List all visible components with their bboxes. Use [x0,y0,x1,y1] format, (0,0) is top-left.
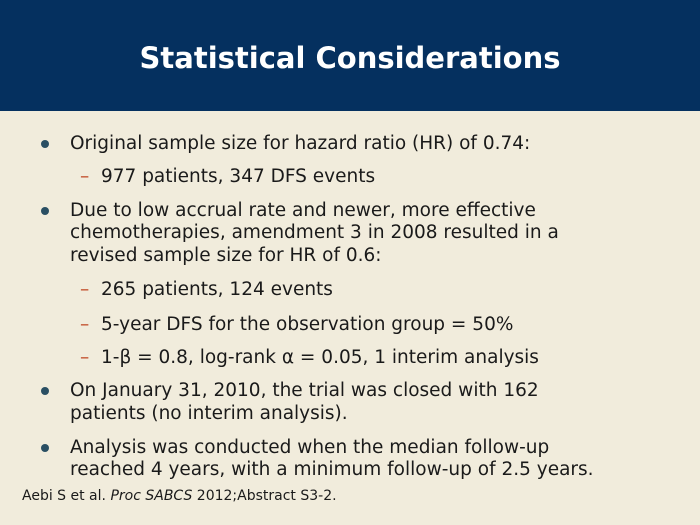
bullet-dot [41,140,49,148]
bullet-dot [41,387,49,395]
dash-marker: – [80,347,90,368]
sub-bullet-text: 265 patients, 124 events [101,279,333,300]
sub-bullet-text: 977 patients, 347 DFS events [101,166,376,187]
bullet-text: patients (no interim analysis). [70,403,348,424]
citation-footnote: Aebi S et al. Proc SABCS 2012;Abstract S… [22,488,337,504]
bullet-text: Original sample size for hazard ratio (H… [70,133,531,154]
slide-title: Statistical Considerations [139,40,561,75]
bullet-dot [41,207,49,215]
bullet-text: revised sample size for HR of 0.6: [70,245,382,266]
dash-marker: – [80,166,90,187]
sub-bullet-text: 1-β = 0.8, log-rank α = 0.05, 1 interim … [101,347,539,368]
citation-reference: 2012;Abstract S3-2. [192,488,337,504]
bullet-text: Analysis was conducted when the median f… [70,437,550,458]
bullet-text: Due to low accrual rate and newer, more … [70,200,536,221]
dash-marker: – [80,314,90,335]
title-bar: Statistical Considerations [0,0,700,111]
bullet-text: chemotherapies, amendment 3 in 2008 resu… [70,222,559,243]
citation-journal: Proc SABCS [110,488,193,504]
citation-authors: Aebi S et al. [22,488,111,504]
bullet-text: reached 4 years, with a minimum follow-u… [70,459,594,480]
dash-marker: – [80,279,90,300]
bullet-dot [41,444,49,452]
sub-bullet-text: 5-year DFS for the observation group = 5… [101,314,514,335]
bullet-text: On January 31, 2010, the trial was close… [70,380,539,401]
